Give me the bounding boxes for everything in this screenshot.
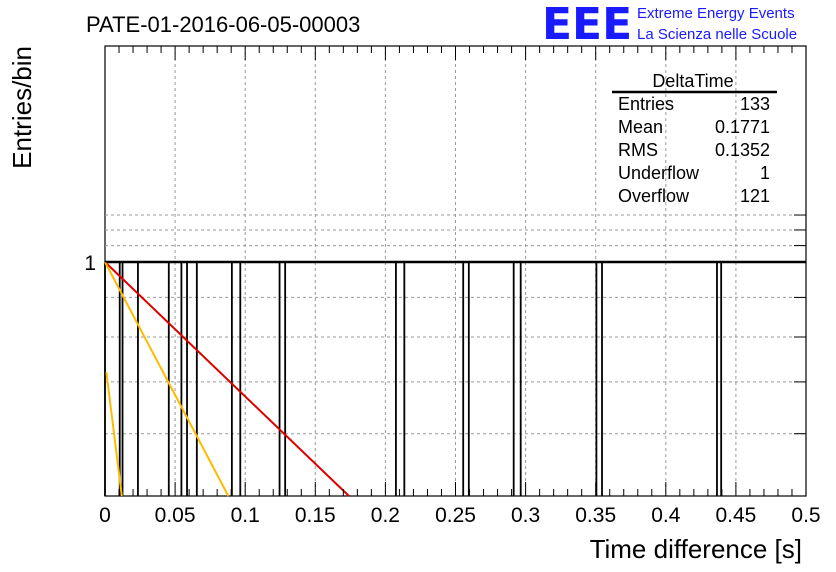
- eee-logo-mark: EEE: [542, 0, 632, 50]
- fit-curve-0: [104, 261, 350, 497]
- stats-value-overflow: 121: [740, 186, 770, 206]
- x-tick-label: 0.05: [155, 504, 196, 527]
- x-tick-label: 0.15: [295, 504, 336, 527]
- eee-logo-line1: Extreme Energy Events: [637, 5, 795, 22]
- eee-logo: EEE Extreme Energy Events La Scienza nel…: [542, 0, 797, 50]
- fit-curves: [104, 261, 350, 497]
- x-axis-title: Time difference [s]: [590, 534, 802, 564]
- y-axis-title: Entries/bin: [7, 46, 37, 169]
- fit-curve-1: [104, 261, 230, 497]
- x-tick-label: 0.1: [231, 504, 260, 527]
- x-tick-label: 0: [99, 504, 111, 527]
- x-tick-label: 0.25: [435, 504, 476, 527]
- x-tick-label: 0.3: [511, 504, 540, 527]
- stats-box-title: DeltaTime: [652, 71, 733, 91]
- stats-label-underflow: Underflow: [618, 163, 700, 183]
- stats-value-mean: 0.1771: [715, 117, 770, 137]
- x-tick-labels: 0 0.05 0.1 0.15 0.2 0.25 0.3 0.35 0.4 0.45 0.5: [99, 504, 820, 527]
- stats-value-entries: 133: [740, 94, 770, 114]
- x-tick-label: 0.35: [575, 504, 616, 527]
- axis-ticks: [104, 46, 807, 496]
- stats-label-overflow: Overflow: [618, 186, 690, 206]
- x-tick-label: 0.5: [791, 504, 820, 527]
- histogram-bins: [104, 260, 806, 496]
- eee-logo-line2: La Scienza nelle Scuole: [637, 26, 797, 43]
- stats-box: DeltaTime Entries 133 Mean 0.1771 RMS 0.…: [612, 71, 777, 206]
- stats-label-mean: Mean: [618, 117, 663, 137]
- stats-label-rms: RMS: [618, 140, 658, 160]
- y-tick-label: 1: [84, 252, 96, 275]
- stats-label-entries: Entries: [618, 94, 674, 114]
- stats-value-rms: 0.1352: [715, 140, 770, 160]
- x-tick-label: 0.4: [651, 504, 681, 527]
- chart-title: PATE-01-2016-06-05-00003: [86, 12, 360, 37]
- x-tick-label: 0.45: [715, 504, 756, 527]
- stats-value-underflow: 1: [760, 163, 770, 183]
- x-tick-label: 0.2: [371, 504, 400, 527]
- fit-curve-2: [105, 372, 123, 497]
